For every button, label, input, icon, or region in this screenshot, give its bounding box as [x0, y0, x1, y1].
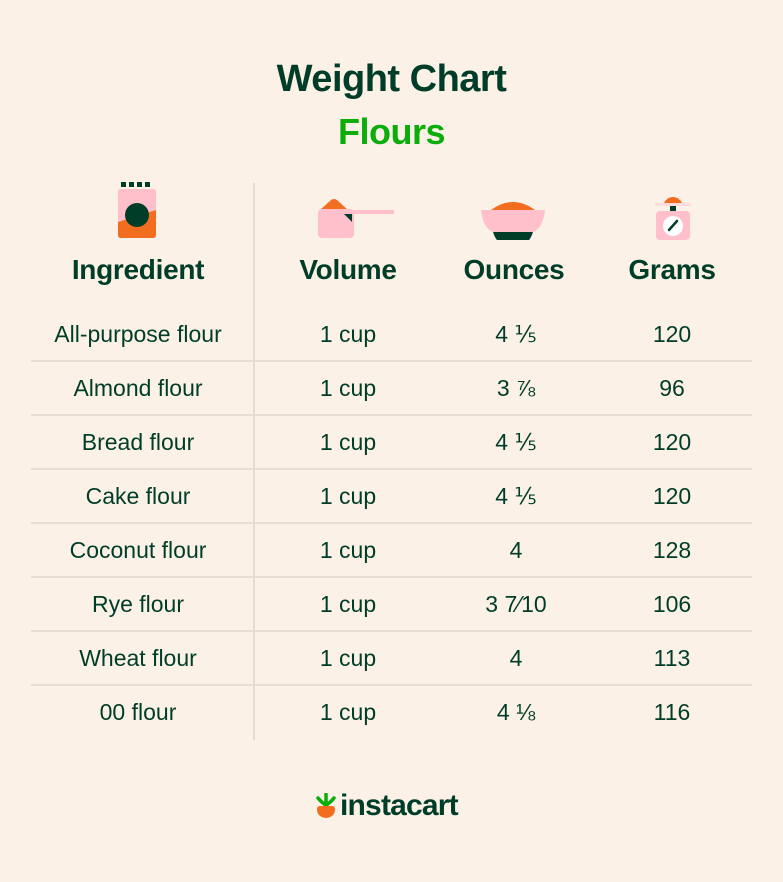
grams-cell: 106 — [652, 591, 692, 617]
ingredient-cell: Bread flour — [81, 429, 195, 455]
grams-cell: 116 — [653, 699, 691, 725]
ounces-cell: 4 ⅕ — [495, 483, 537, 509]
ounces-cell: 4 ⅛ — [496, 699, 536, 725]
grams-cell: 120 — [652, 429, 692, 455]
ounces-cell: 4 ⅕ — [495, 321, 537, 347]
row-divider — [31, 576, 752, 578]
ounces-cell: 3 ⅞ — [496, 375, 536, 401]
bowl-icon — [481, 202, 545, 240]
volume-cell: 1 cup — [319, 591, 377, 617]
grams-cell: 120 — [652, 321, 692, 347]
grams-cell: 96 — [659, 375, 685, 401]
volume-cell: 1 cup — [319, 321, 377, 347]
table-row: All-purpose flour 1 cup 4 ⅕ 120 — [31, 308, 752, 362]
row-divider — [31, 468, 752, 470]
column-header-ingredient: Ingredient — [71, 254, 205, 285]
flour-bag-icon — [118, 182, 156, 238]
chart-subtitle: Flours — [337, 111, 446, 152]
ingredient-cell: Rye flour — [91, 591, 185, 617]
column-header-grams: Grams — [628, 254, 716, 285]
ingredient-cell: 00 flour — [99, 699, 177, 725]
ingredient-cell: Cake flour — [85, 483, 191, 509]
volume-cell: 1 cup — [319, 429, 377, 455]
grams-cell: 120 — [652, 483, 692, 509]
ingredient-cell: All-purpose flour — [54, 321, 222, 347]
table-row: Rye flour 1 cup 3 7⁄10 106 — [31, 578, 752, 632]
chart-title: Weight Chart — [276, 58, 507, 100]
volume-cell: 1 cup — [319, 375, 377, 401]
ounces-cell: 3 7⁄10 — [485, 591, 547, 617]
ounces-cell: 4 — [509, 537, 523, 563]
table-row: Coconut flour 1 cup 4 128 — [31, 524, 752, 578]
row-divider — [31, 360, 752, 362]
carrot-icon — [316, 793, 336, 818]
volume-cell: 1 cup — [319, 645, 377, 671]
column-header-ounces: Ounces — [463, 254, 565, 285]
column-header-volume: Volume — [299, 254, 397, 285]
ounces-cell: 4 — [509, 645, 523, 671]
volume-cell: 1 cup — [319, 699, 377, 725]
ingredient-cell: Coconut flour — [69, 537, 207, 563]
instacart-logo: instacart — [316, 789, 459, 823]
kitchen-scale-icon — [655, 197, 691, 240]
table-row: Bread flour 1 cup 4 ⅕ 120 — [31, 416, 752, 470]
volume-cell: 1 cup — [319, 537, 377, 563]
ingredient-cell: Almond flour — [73, 375, 203, 401]
table-row: 00 flour 1 cup 4 ⅛ 116 — [31, 686, 752, 740]
measuring-cup-icon — [318, 199, 394, 238]
row-divider — [31, 414, 752, 416]
ounces-cell: 4 ⅕ — [495, 429, 537, 455]
volume-cell: 1 cup — [319, 483, 377, 509]
grams-cell: 128 — [652, 537, 692, 563]
ingredient-cell: Wheat flour — [79, 645, 197, 671]
table-row: Wheat flour 1 cup 4 113 — [31, 632, 752, 686]
column-divider — [253, 183, 255, 740]
logo-text: instacart — [340, 789, 459, 822]
row-divider — [31, 522, 752, 524]
table-row: Cake flour 1 cup 4 ⅕ 120 — [31, 470, 752, 524]
grams-cell: 113 — [653, 645, 691, 671]
row-divider — [31, 630, 752, 632]
table-row: Almond flour 1 cup 3 ⅞ 96 — [31, 362, 752, 416]
row-divider — [31, 684, 752, 686]
